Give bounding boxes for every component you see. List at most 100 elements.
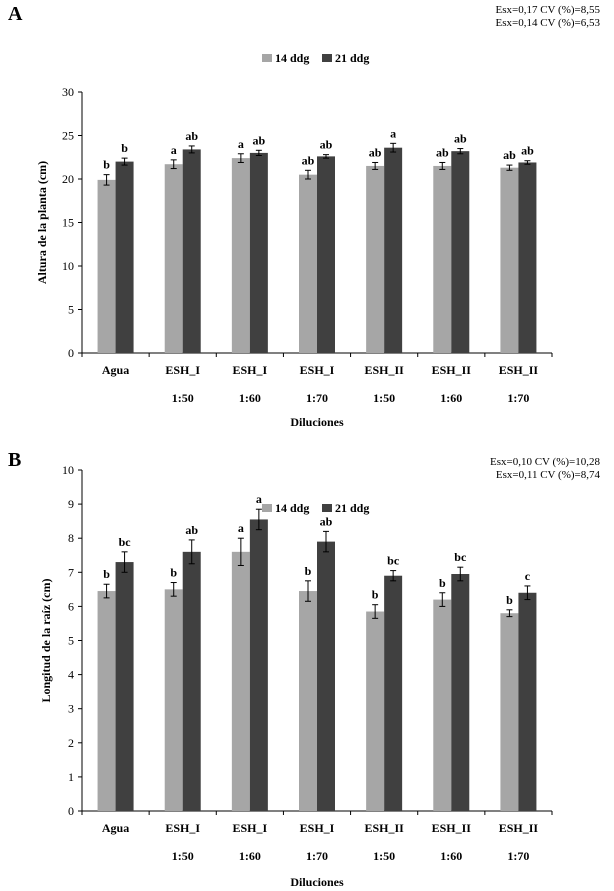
bar-14ddg bbox=[500, 613, 519, 811]
bar-14ddg bbox=[231, 158, 250, 353]
bar-21ddg bbox=[249, 152, 268, 353]
significance-letter: ab bbox=[521, 144, 534, 158]
x-category-label: ESH_I bbox=[165, 821, 200, 835]
stats-line: Esx=0,11 CV (%)=8,74 bbox=[496, 469, 601, 481]
significance-letter: ab bbox=[454, 132, 467, 146]
y-axis-title: Longitud de la raíz (cm) bbox=[39, 579, 53, 703]
bar-14ddg bbox=[433, 165, 452, 353]
bar-21ddg bbox=[451, 574, 470, 811]
bar-14ddg bbox=[164, 589, 183, 811]
x-sublabel: 1:70 bbox=[306, 391, 328, 405]
x-category-label: ESH_I bbox=[165, 363, 200, 377]
legend-swatch bbox=[262, 504, 272, 512]
legend-swatch bbox=[322, 504, 332, 512]
bar-21ddg bbox=[317, 156, 335, 353]
bar-14ddg bbox=[97, 179, 116, 353]
panel-label: B bbox=[8, 449, 21, 471]
x-category-label: ESH_II bbox=[432, 821, 472, 835]
y-axis-title: Altura de la planta (cm) bbox=[35, 161, 49, 284]
significance-letter: bc bbox=[454, 550, 467, 564]
y-tick-label: 10 bbox=[62, 463, 74, 477]
significance-letter: b bbox=[121, 141, 128, 155]
significance-letter: ab bbox=[320, 514, 333, 528]
significance-letter: bc bbox=[119, 535, 132, 549]
y-tick-label: 0 bbox=[68, 804, 74, 818]
legend-swatch bbox=[262, 54, 272, 62]
y-tick-label: 5 bbox=[68, 634, 74, 648]
legend-label: 21 ddg bbox=[335, 51, 369, 65]
bar-21ddg bbox=[182, 551, 201, 811]
bar-21ddg bbox=[115, 161, 134, 353]
significance-letter: b bbox=[103, 158, 110, 172]
x-sublabel: 1:50 bbox=[172, 849, 194, 863]
x-sublabel: 1:50 bbox=[373, 849, 395, 863]
bar-14ddg bbox=[164, 164, 183, 353]
legend-swatch bbox=[322, 54, 332, 62]
stats-line: Esx=0,14 CV (%)=6,53 bbox=[496, 17, 601, 29]
y-tick-label: 8 bbox=[68, 531, 74, 545]
x-category-label: ESH_II bbox=[499, 363, 539, 377]
x-axis-title: Diluciones bbox=[290, 415, 344, 429]
significance-letter: ab bbox=[320, 138, 333, 152]
significance-letter: ab bbox=[436, 145, 449, 159]
x-sublabel: 1:60 bbox=[239, 391, 261, 405]
x-axis-title: Diluciones bbox=[290, 875, 344, 889]
x-category-label: ESH_I bbox=[300, 363, 335, 377]
bar-14ddg bbox=[366, 611, 385, 811]
y-tick-label: 25 bbox=[62, 129, 74, 143]
y-tick-label: 2 bbox=[68, 736, 74, 750]
y-tick-label: 9 bbox=[68, 497, 74, 511]
significance-letter: ab bbox=[503, 148, 516, 162]
panel-label: A bbox=[8, 3, 23, 25]
significance-letter: a bbox=[238, 521, 244, 535]
significance-letter: a bbox=[256, 492, 262, 506]
y-tick-label: 15 bbox=[62, 216, 74, 230]
significance-letter: b bbox=[170, 566, 177, 580]
x-category-label: ESH_II bbox=[432, 363, 472, 377]
bar-14ddg bbox=[231, 551, 250, 811]
y-tick-label: 30 bbox=[62, 85, 74, 99]
x-sublabel: 1:60 bbox=[239, 849, 261, 863]
y-tick-label: 3 bbox=[68, 702, 74, 716]
bar-21ddg bbox=[317, 541, 335, 811]
bar-21ddg bbox=[384, 147, 403, 353]
x-category-label: ESH_I bbox=[233, 821, 268, 835]
x-category-label: Agua bbox=[102, 821, 129, 835]
bar-21ddg bbox=[115, 562, 134, 811]
x-category-label: Agua bbox=[102, 363, 129, 377]
x-category-label: ESH_II bbox=[499, 821, 539, 835]
x-sublabel: 1:70 bbox=[507, 391, 529, 405]
y-tick-label: 4 bbox=[68, 668, 74, 682]
x-category-label: ESH_II bbox=[364, 821, 404, 835]
significance-letter: ab bbox=[369, 145, 382, 159]
bar-14ddg bbox=[366, 165, 385, 353]
x-sublabel: 1:50 bbox=[373, 391, 395, 405]
significance-letter: ab bbox=[253, 133, 266, 147]
bar-14ddg bbox=[500, 167, 519, 353]
significance-letter: b bbox=[305, 564, 312, 578]
significance-letter: b bbox=[439, 576, 446, 590]
x-sublabel: 1:60 bbox=[440, 391, 462, 405]
legend-label: 21 ddg bbox=[335, 501, 369, 515]
significance-letter: bc bbox=[387, 554, 400, 568]
x-category-label: ESH_I bbox=[300, 821, 335, 835]
y-tick-label: 0 bbox=[68, 346, 74, 360]
y-tick-label: 6 bbox=[68, 599, 74, 613]
y-tick-label: 7 bbox=[68, 565, 74, 579]
bar-14ddg bbox=[433, 599, 452, 811]
x-sublabel: 1:70 bbox=[306, 849, 328, 863]
significance-letter: a bbox=[390, 126, 396, 140]
bar-14ddg bbox=[299, 591, 317, 811]
stats-line: Esx=0,17 CV (%)=8,55 bbox=[496, 4, 601, 16]
y-tick-label: 1 bbox=[68, 770, 74, 784]
significance-letter: ab bbox=[302, 153, 315, 167]
x-category-label: ESH_II bbox=[364, 363, 404, 377]
bar-21ddg bbox=[249, 519, 268, 811]
y-tick-label: 5 bbox=[68, 303, 74, 317]
bar-21ddg bbox=[384, 575, 403, 811]
bar-21ddg bbox=[518, 162, 537, 353]
y-tick-label: 10 bbox=[62, 259, 74, 273]
bar-14ddg bbox=[299, 174, 317, 353]
bar-21ddg bbox=[182, 149, 201, 353]
